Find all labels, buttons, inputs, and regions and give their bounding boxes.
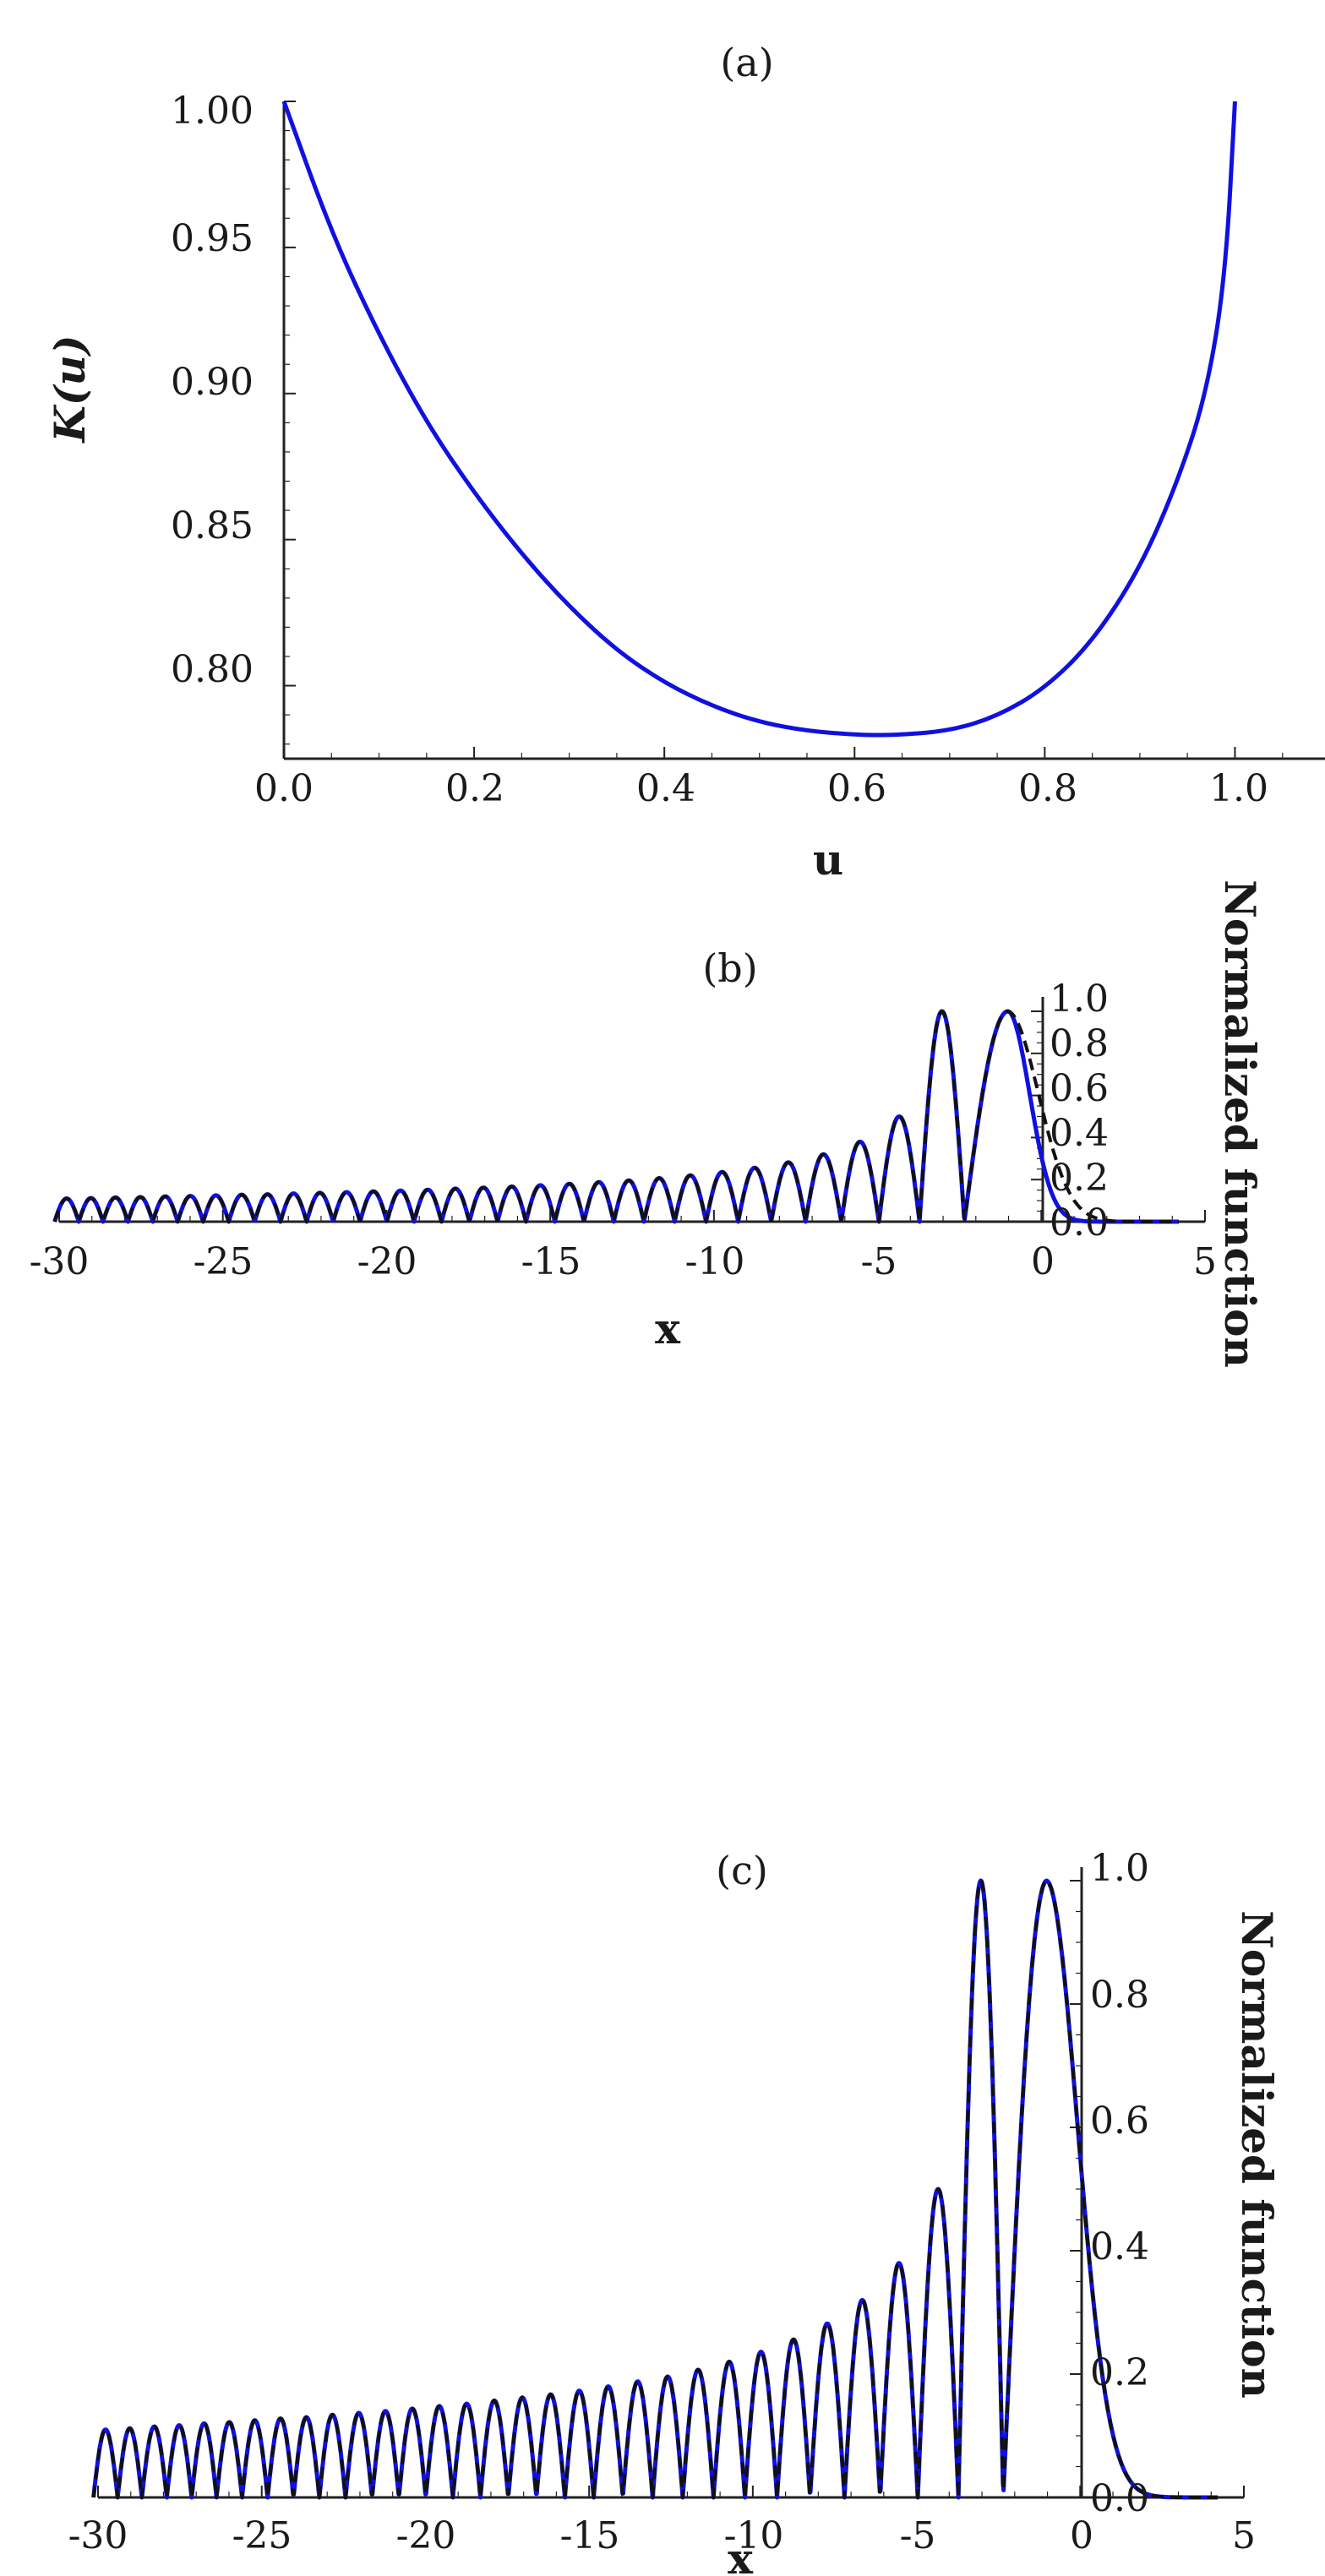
panel-a-y-tick-label: 0.80 [171, 648, 254, 691]
panel-c-x-tick-label: -25 [232, 2514, 292, 2557]
panel-c-y-tick-label: 0.2 [1090, 2351, 1149, 2394]
panel-a-x-tick-label: 0.2 [445, 767, 504, 810]
panel-b-y-tick-label: 0.2 [1050, 1157, 1109, 1200]
panel-a-label: (a) [720, 40, 773, 85]
panel-c-x-tick-label: -20 [396, 2514, 456, 2557]
panel-c-series [91, 1878, 1219, 2500]
series-line-1 [52, 1010, 1181, 1223]
panel-c-y-tick-label: 0.4 [1090, 2225, 1149, 2268]
panel-a-tick-labels: 0.0 0.2 0.4 0.6 0.8 1.0 0.80 0.85 0.90 0… [171, 90, 1268, 810]
panel-b-x-tick-label: 5 [1193, 1240, 1217, 1283]
panel-b-y-tick-label: 0.8 [1050, 1022, 1109, 1065]
panel-a-series [281, 101, 1237, 738]
panel-b-y-axis-label: Normalized function [1215, 880, 1265, 1368]
panel-c-label: (c) [716, 1848, 768, 1893]
panel-b-series [52, 1009, 1181, 1224]
panel-b-x-tick-label: -10 [685, 1240, 745, 1283]
panel-b-label: (b) [702, 945, 757, 991]
panel-a-y-tick-label: 0.90 [171, 361, 254, 404]
panel-b-x-tick-label: -5 [861, 1240, 897, 1283]
panel-b-y-tick-label: 1.0 [1050, 978, 1109, 1021]
panel-b-ticks [58, 1010, 1206, 1223]
panel-b-x-tick-label: -25 [194, 1240, 254, 1283]
panel-b-x-tick-label: -20 [357, 1240, 417, 1283]
panel-c-x-tick-label: 0 [1070, 2514, 1093, 2557]
panel-c-x-tick-label: -30 [68, 2514, 128, 2557]
panel-c-x-tick-label: 5 [1232, 2514, 1256, 2557]
panel-c-y-tick-label: 0.0 [1090, 2477, 1149, 2520]
series-line-1 [91, 1879, 1219, 2499]
panel-a-chart: (a) 0.0 0.2 0.4 0.6 0.8 1.0 0.80 0.85 0.… [45, 40, 1325, 885]
panel-a-x-tick-label: 0.4 [636, 767, 695, 810]
panel-c-x-tick-label: -10 [724, 2514, 784, 2557]
panel-c-y-tick-label: 0.6 [1090, 2099, 1149, 2143]
panel-c-y-axis-label: Normalized function [1232, 1910, 1282, 2399]
panel-a-x-tick-label: 0.8 [1018, 767, 1077, 810]
panel-a-x-tick-label: 0.0 [254, 767, 314, 810]
panel-a-ticks [283, 101, 1284, 759]
panel-b-x-axis-label: x [655, 1304, 681, 1353]
panel-b-x-tick-label: 0 [1031, 1240, 1055, 1283]
panel-c-x-tick-label: -15 [560, 2514, 620, 2557]
panel-b-y-tick-label: 0.4 [1050, 1112, 1109, 1155]
panel-b-x-tick-label: -30 [30, 1240, 90, 1283]
panel-a-x-tick-label: 1.0 [1209, 767, 1268, 810]
panel-c-chart: (c) -30 -25 -20 -15 -10 -5 0 5 0.0 0.2 0… [68, 1847, 1282, 2576]
series-line-0 [52, 1009, 1181, 1224]
panel-c-tick-labels: -30 -25 -20 -15 -10 -5 0 5 0.0 0.2 0.4 0… [68, 1847, 1256, 2557]
panel-b-tick-labels: -30 -25 -20 -15 -10 -5 0 5 0.0 0.2 0.4 0… [30, 978, 1217, 1283]
panel-c-x-axis-label: x [728, 2534, 754, 2576]
panel-a-y-tick-label: 1.00 [171, 90, 254, 133]
panel-b-y-tick-label: 0.6 [1050, 1067, 1109, 1110]
series-line-0 [91, 1878, 1219, 2500]
panel-b-x-tick-label: -15 [521, 1240, 581, 1283]
panel-a-y-tick-label: 0.95 [171, 217, 254, 260]
panel-c-y-tick-label: 0.8 [1090, 1974, 1149, 2017]
panel-a-x-tick-label: 0.6 [827, 767, 886, 810]
panel-c-x-tick-label: -5 [900, 2514, 936, 2557]
series-line-0 [281, 101, 1237, 738]
panel-c-y-tick-label: 1.0 [1090, 1847, 1149, 1890]
panel-b-y-tick-label: 0.0 [1050, 1201, 1109, 1244]
panel-a-y-tick-label: 0.85 [171, 504, 254, 547]
panel-b-chart: (b) -30 -25 -20 -15 -10 -5 0 5 0.0 0.2 0… [30, 880, 1265, 1368]
panel-a-x-axis-label: u [813, 835, 843, 885]
panel-a-y-axis-label: K(u) [45, 335, 95, 444]
panel-c-ticks [97, 1880, 1245, 2498]
